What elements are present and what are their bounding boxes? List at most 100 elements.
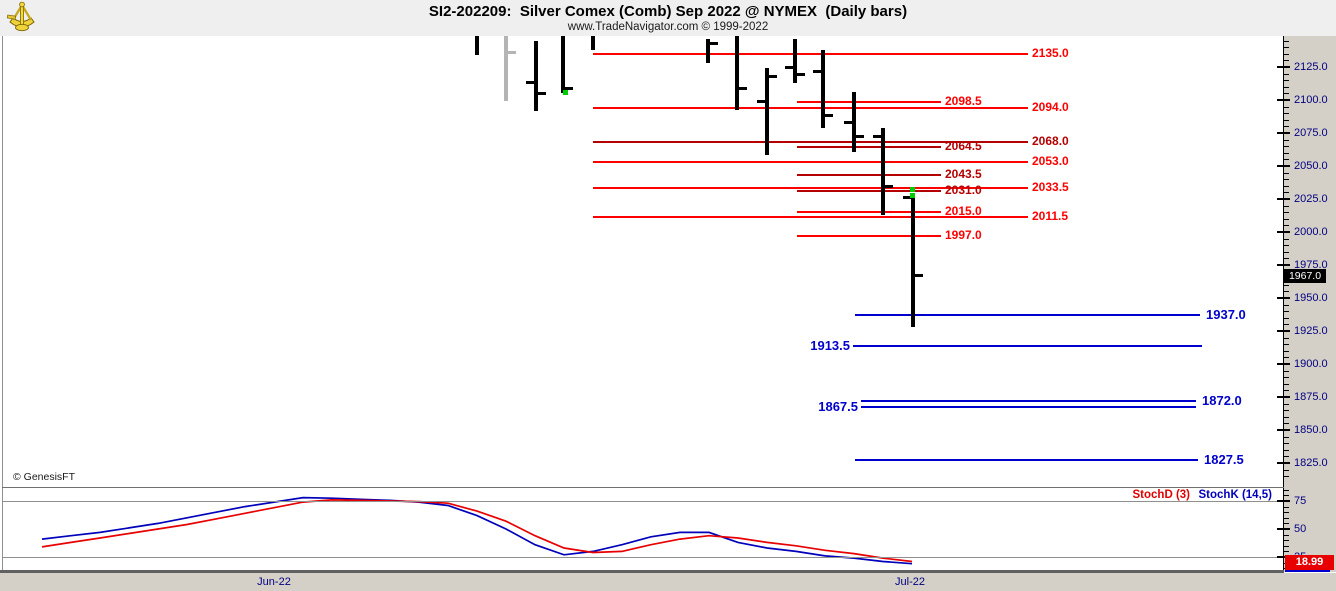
price-axis-tick-label: 2000.0: [1294, 226, 1328, 238]
price-axis-minor-tick: [1283, 252, 1289, 253]
current-stoch-badge: 18.99: [1285, 555, 1334, 570]
price-axis-minor-tick: [1283, 93, 1289, 94]
price-axis-tick-label: 1875.0: [1294, 391, 1328, 403]
stoch-axis-tick-label: 75: [1294, 495, 1307, 507]
resistance-label: 2011.5: [1032, 209, 1069, 223]
price-axis-minor-tick: [1283, 311, 1289, 312]
price-bar-close-tick: [563, 86, 573, 90]
stoch-axis-minor-tick: [1283, 535, 1289, 536]
price-bar: [534, 40, 538, 111]
resistance-label: 1997.0: [945, 228, 982, 242]
price-axis-tick: [1277, 462, 1290, 464]
price-axis-tick-label: 1975.0: [1294, 259, 1328, 271]
price-axis-minor-tick: [1283, 219, 1289, 220]
resistance-line: [593, 107, 1028, 109]
price-bar-open-tick: [526, 81, 536, 85]
signal-marker: [910, 186, 915, 192]
price-bar-open-tick: [785, 65, 795, 69]
support-label: 1937.0: [1206, 307, 1246, 322]
price-axis-minor-tick: [1283, 87, 1289, 88]
resistance-label: 2031.0: [945, 183, 982, 197]
price-axis-minor-tick: [1283, 153, 1289, 154]
price-bar-open-tick: [903, 196, 913, 200]
price-axis-minor-tick: [1283, 258, 1289, 259]
price-bar: [852, 92, 856, 153]
price-axis-minor-tick: [1283, 113, 1289, 114]
price-axis-tick: [1277, 396, 1290, 398]
price-bar-close-tick: [795, 72, 805, 76]
price-axis-minor-tick: [1283, 179, 1289, 180]
price-axis-minor-tick: [1283, 212, 1289, 213]
price-axis-minor-tick: [1283, 186, 1289, 187]
price-bar: [504, 36, 508, 102]
price-axis-minor-tick: [1283, 159, 1289, 160]
price-axis-minor-tick: [1283, 437, 1289, 438]
price-bar-open-tick: [844, 120, 854, 124]
price-axis-minor-tick: [1283, 146, 1289, 147]
stoch-axis-minor-tick: [1283, 518, 1289, 519]
price-axis-minor-tick: [1283, 470, 1289, 471]
tradenavigator-sextant-logo[interactable]: [6, 1, 38, 35]
price-axis-minor-tick: [1283, 225, 1289, 226]
price-axis-minor-tick: [1283, 285, 1289, 286]
price-bar: [735, 36, 739, 110]
price-axis-minor-tick: [1283, 377, 1289, 378]
price-axis-minor-tick: [1283, 54, 1289, 55]
price-bar: [475, 36, 479, 56]
price-bar-open-tick: [873, 134, 883, 138]
price-axis-minor-tick: [1283, 206, 1289, 207]
price-bar-close-tick: [767, 75, 777, 79]
price-axis-minor-tick: [1283, 74, 1289, 75]
price-axis-minor-tick: [1283, 324, 1289, 325]
price-axis-tick-label: 2025.0: [1294, 193, 1328, 205]
price-axis-minor-tick: [1283, 384, 1289, 385]
price-axis-tick-label: 2075.0: [1294, 127, 1328, 139]
price-axis-minor-tick: [1283, 410, 1289, 411]
chart-header: [0, 0, 1336, 36]
resistance-line: [797, 235, 941, 237]
resistance-line: [797, 101, 941, 103]
price-axis-minor-tick: [1283, 357, 1289, 358]
price-axis-minor-tick: [1283, 305, 1289, 306]
support-label: 1913.5: [810, 338, 850, 353]
price-bar-close-tick: [883, 184, 893, 188]
price-axis-tick: [1277, 231, 1290, 233]
price-axis-tick: [1277, 99, 1290, 101]
time-axis[interactable]: [0, 573, 1336, 591]
genesisft-watermark: © GenesisFT: [13, 471, 76, 483]
stochd-line: [41, 499, 913, 563]
price-bar-close-tick: [506, 50, 516, 54]
support-line: [853, 345, 1202, 347]
price-axis-minor-tick: [1283, 344, 1289, 345]
resistance-label: 2053.0: [1032, 154, 1069, 168]
price-axis[interactable]: [1284, 36, 1336, 572]
stochk-line: [41, 496, 913, 565]
price-axis-minor-tick: [1283, 404, 1289, 405]
legend-stochd[interactable]: StochD (3): [1132, 489, 1191, 501]
stoch-axis-minor-tick: [1283, 507, 1289, 508]
stoch-axis-minor-tick: [1283, 490, 1289, 491]
support-line: [861, 400, 1196, 402]
stoch-panel-bottom-border: [0, 570, 1284, 573]
price-axis-minor-tick: [1283, 371, 1289, 372]
price-axis-tick: [1277, 198, 1290, 200]
stoch-axis-minor-tick: [1283, 551, 1289, 552]
price-axis-tick: [1277, 165, 1290, 167]
resistance-line: [797, 211, 941, 213]
resistance-label: 2135.0: [1032, 46, 1069, 60]
x-axis-month-label: Jul-22: [895, 576, 925, 588]
stoch-axis-tick: [1277, 556, 1290, 558]
stoch-overbought-line: [2, 501, 1283, 502]
price-axis-tick-label: 2125.0: [1294, 61, 1328, 73]
price-bar: [561, 36, 565, 93]
resistance-label: 2015.0: [945, 204, 982, 218]
price-axis-tick: [1277, 297, 1290, 299]
price-axis-tick-label: 1925.0: [1294, 325, 1328, 337]
price-axis-tick: [1277, 264, 1290, 266]
support-label: 1872.0: [1202, 393, 1242, 408]
stoch-axis-minor-tick: [1283, 495, 1289, 496]
legend-stochk[interactable]: StochK (14,5): [1198, 489, 1273, 501]
resistance-label: 2094.0: [1032, 100, 1069, 114]
price-axis-tick: [1277, 429, 1290, 431]
